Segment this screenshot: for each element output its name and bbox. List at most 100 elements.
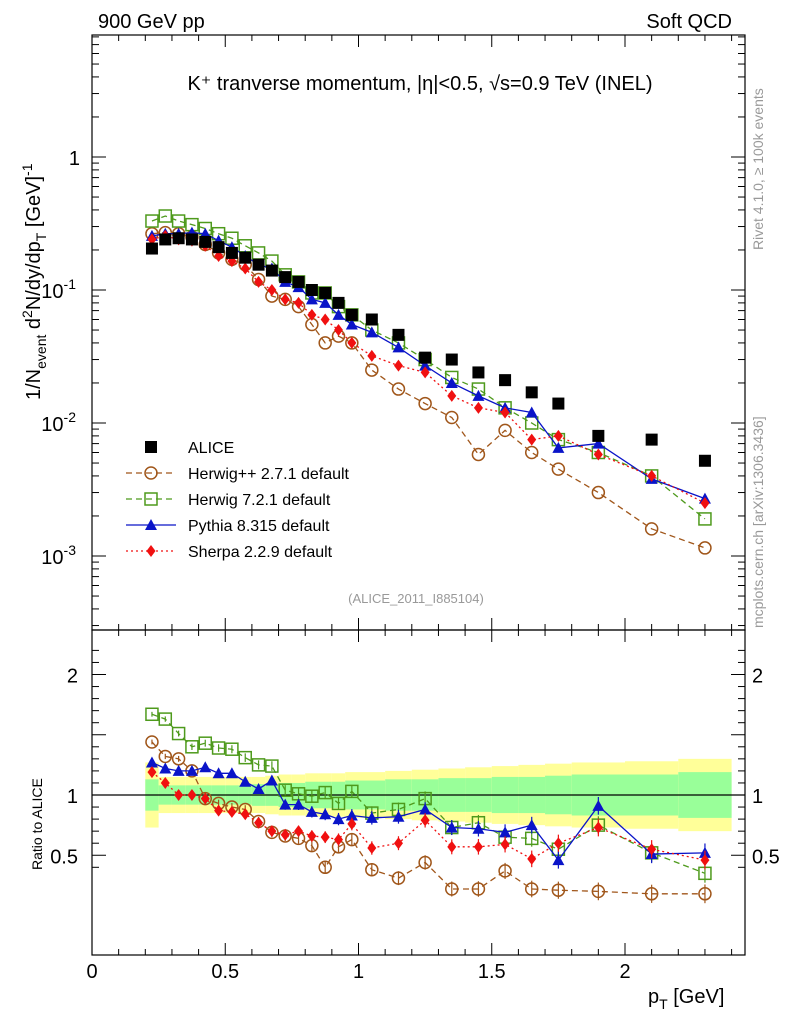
- data-point: [445, 376, 458, 388]
- ratio-data-point: [525, 819, 538, 831]
- data-point: [345, 318, 358, 330]
- ratio-data-point: [331, 796, 346, 811]
- ratio-data-point: [265, 759, 279, 773]
- ratio-data-point: [527, 852, 537, 865]
- ratio-data-point: [345, 809, 358, 821]
- ratio-data-point: [473, 840, 483, 853]
- y-tick-label: 10-1: [41, 276, 76, 303]
- ratio-data-point: [592, 799, 605, 811]
- legend-marker: [146, 545, 156, 557]
- data-point: [393, 359, 403, 372]
- data-point: [147, 233, 157, 246]
- ratio-data-point: [227, 805, 237, 818]
- data-point: [392, 328, 405, 341]
- data-point: [591, 485, 606, 500]
- ratio-data-point: [187, 789, 197, 801]
- data-point: [254, 275, 264, 288]
- ratio-series-line: [151, 713, 706, 874]
- data-point: [252, 258, 265, 271]
- data-point: [524, 445, 539, 460]
- x-tick-label: 1.5: [478, 961, 506, 983]
- ratio-data-point: [251, 758, 266, 772]
- x-tick-label: 0: [86, 961, 97, 983]
- ratio-data-point: [305, 805, 318, 817]
- data-point: [172, 232, 185, 245]
- ratio-data-point: [319, 808, 332, 820]
- ratio-data-point: [418, 855, 432, 870]
- ratio-data-point: [593, 821, 603, 834]
- ratio-data-point: [391, 871, 406, 885]
- ratio-plot-frame: [91, 629, 746, 956]
- header-left-label: 900 GeV pp: [98, 11, 205, 33]
- ratio-data-point: [334, 833, 344, 846]
- data-point: [472, 389, 485, 401]
- legend-label: ALICE: [188, 440, 234, 457]
- data-point: [698, 454, 711, 467]
- data-point: [391, 382, 406, 396]
- data-point: [473, 401, 483, 414]
- ratio-data-point: [145, 735, 159, 749]
- ratio-y-tick-label: 2: [67, 666, 78, 688]
- ratio-data-point: [445, 882, 459, 896]
- ratio-data-point: [472, 822, 485, 834]
- data-point: [525, 406, 538, 418]
- ratio-data-point: [305, 789, 319, 803]
- data-point: [145, 214, 159, 228]
- data-point: [592, 429, 605, 442]
- ratio-data-point: [279, 798, 292, 810]
- ratio-data-point: [367, 842, 377, 855]
- ratio-data-point: [252, 782, 265, 794]
- ratio-data-point: [238, 750, 252, 765]
- legend-item: Pythia 8.315 default: [126, 518, 330, 535]
- data-point: [500, 406, 510, 419]
- data-point: [445, 410, 459, 425]
- ratio-data-point: [280, 828, 290, 841]
- data-point: [280, 293, 290, 306]
- ratio-data-point: [211, 741, 226, 755]
- x-tick-label: 1: [353, 961, 364, 983]
- ratio-data-point: [307, 829, 317, 842]
- data-point: [214, 250, 224, 263]
- data-point: [365, 313, 378, 326]
- ratio-data-point: [225, 767, 238, 779]
- data-point: [307, 308, 317, 321]
- ratio-y-tick-label-right: 2: [752, 666, 763, 688]
- series-line: [151, 235, 706, 504]
- ratio-y-tick-label-right: 0.5: [752, 846, 780, 868]
- data-point: [552, 397, 565, 410]
- ratio-plot-panel: 0 0.5 1 1.5 2 0.5 0.5 1 1 2 2: [50, 629, 780, 983]
- ratio-data-point: [700, 854, 710, 867]
- plot-title: K⁺ tranverse momentum, |η|<0.5, √s=0.9 T…: [187, 73, 652, 95]
- ratio-data-point: [292, 798, 305, 810]
- data-point: [365, 326, 378, 338]
- data-point: [199, 235, 212, 248]
- legend-label: Herwig++ 2.7.1 default: [188, 466, 350, 483]
- data-point: [294, 296, 304, 309]
- analysis-tag: (ALICE_2011_I885104): [348, 591, 484, 606]
- ratio-data-point: [318, 785, 332, 800]
- y-tick-label: 10-3: [41, 542, 76, 569]
- ratio-y-axis-label: Ratio to ALICE: [29, 778, 45, 870]
- data-point: [647, 469, 657, 482]
- data-point: [240, 262, 250, 275]
- ratio-data-point: [145, 707, 159, 722]
- legend-marker: [145, 519, 157, 530]
- data-point: [158, 209, 173, 223]
- data-point: [698, 512, 712, 526]
- ratio-data-point: [365, 811, 378, 823]
- data-point: [472, 366, 485, 379]
- data-point: [392, 341, 405, 353]
- ratio-data-point: [254, 816, 264, 829]
- data-point: [320, 313, 330, 326]
- data-point: [267, 284, 277, 296]
- data-point: [238, 239, 252, 253]
- data-point: [471, 447, 486, 462]
- ratio-data-point: [365, 862, 379, 877]
- data-point: [145, 242, 158, 255]
- legend-label: Pythia 8.315 default: [188, 518, 330, 535]
- ratio-data-point: [347, 817, 357, 830]
- legend-item: Herwig++ 2.7.1 default: [126, 466, 350, 483]
- data-point: [345, 308, 358, 321]
- ratio-data-point: [172, 764, 185, 776]
- data-point: [593, 448, 603, 461]
